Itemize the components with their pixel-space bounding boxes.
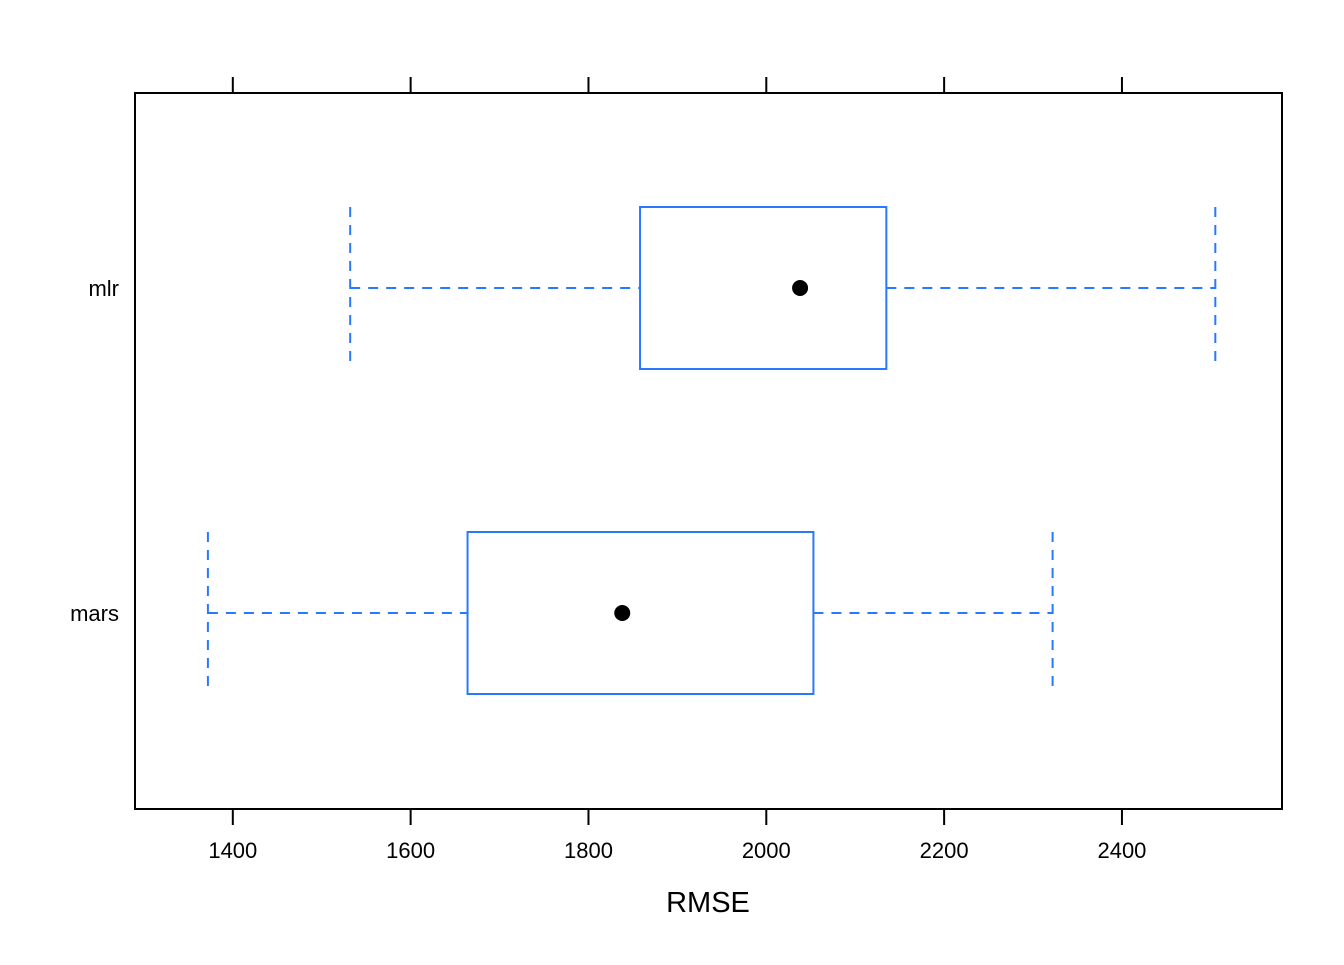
x-tick-label: 2200 bbox=[920, 838, 969, 863]
x-tick-label: 1800 bbox=[564, 838, 613, 863]
box-mlr bbox=[639, 206, 888, 370]
category-label-mlr: mlr bbox=[88, 276, 119, 301]
category-label-mars: mars bbox=[70, 601, 119, 626]
x-axis-title: RMSE bbox=[666, 887, 750, 919]
median-dot-mlr bbox=[792, 280, 809, 296]
box-mars bbox=[466, 531, 815, 695]
x-tick-label: 2400 bbox=[1097, 838, 1146, 863]
x-tick-label: 2000 bbox=[742, 838, 791, 863]
x-tick-label: 1400 bbox=[208, 838, 257, 863]
chart-marks: 1400 1600 1800 2000 2200 2400 mlr mars bbox=[70, 77, 1283, 863]
median-dot-mars bbox=[614, 605, 631, 621]
x-tick-label: 1600 bbox=[386, 838, 435, 863]
plot-frame bbox=[134, 92, 1283, 810]
